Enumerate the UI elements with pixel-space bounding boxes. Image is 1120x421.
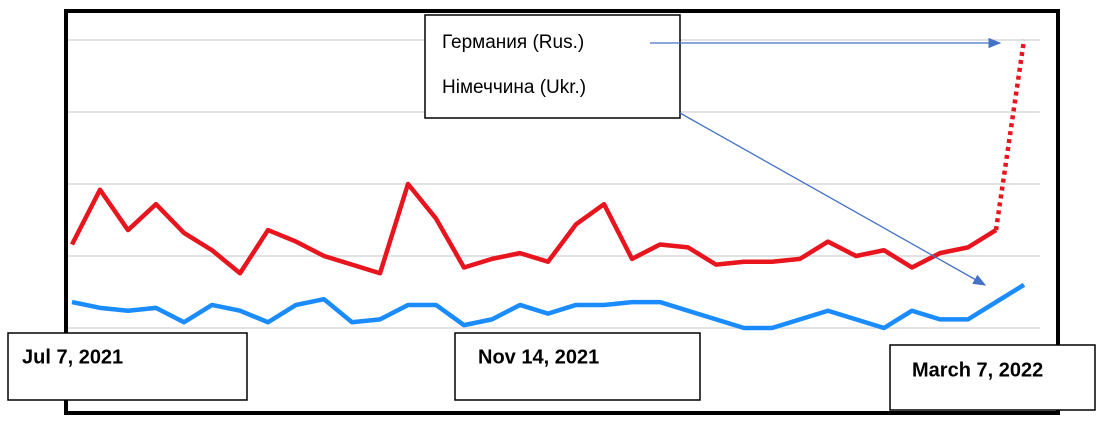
legend-label: Германия (Rus.) — [442, 32, 584, 53]
line-dotted — [993, 39, 1027, 231]
date-box — [454, 332, 701, 401]
legend-box — [424, 14, 681, 119]
line — [71, 282, 1026, 331]
legend-arrow — [679, 112, 987, 286]
date-box — [7, 332, 248, 401]
date-box — [889, 344, 1096, 411]
plot-area — [68, 39, 1040, 331]
date-label: Jul 7, 2021 — [22, 346, 123, 368]
date-label: Nov 14, 2021 — [478, 346, 599, 368]
date-label: March 7, 2022 — [912, 359, 1043, 381]
legend-label: Німеччина (Ukr.) — [442, 77, 586, 98]
frame — [64, 9, 1060, 415]
line — [69, 181, 998, 276]
